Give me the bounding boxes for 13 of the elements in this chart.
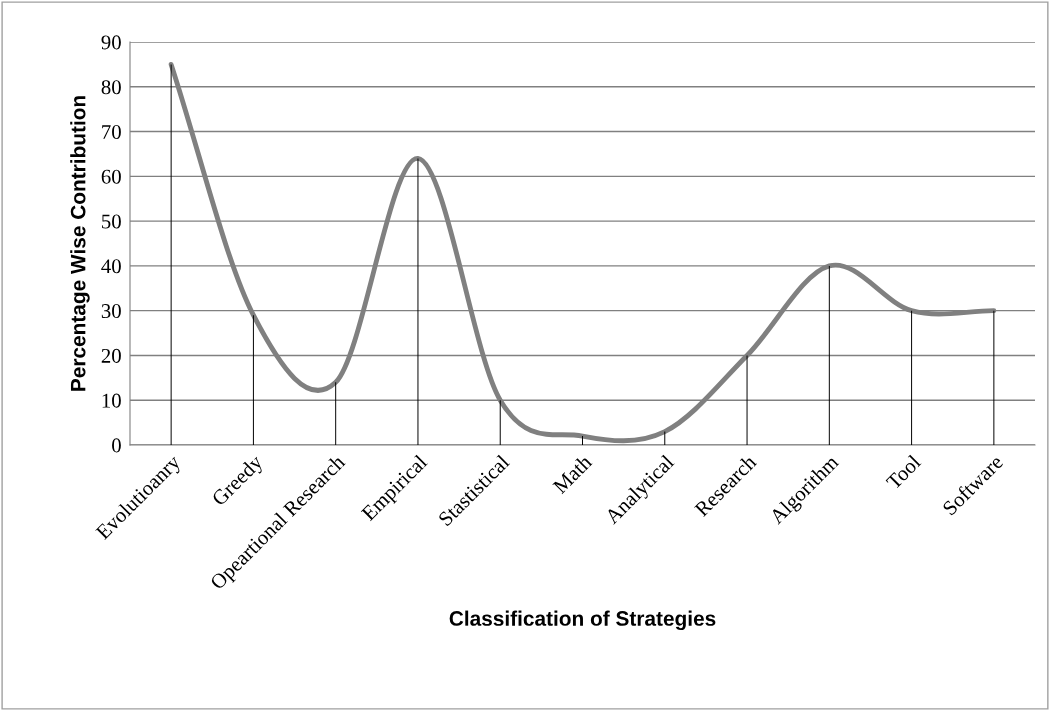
y-tick-label: 30 xyxy=(101,304,121,319)
y-axis-title: Percentage Wise Contribution xyxy=(70,96,90,391)
x-tick-label: Tool xyxy=(885,453,922,491)
y-tick-label: 80 xyxy=(101,80,121,95)
y-tick-label: 60 xyxy=(101,169,121,184)
y-tick-label: 50 xyxy=(102,214,121,229)
y-tick-label: 40 xyxy=(101,259,121,274)
y-tick-label: 0 xyxy=(112,438,121,453)
y-tick-label: 90 xyxy=(101,35,121,50)
x-axis-title: Classification of Strategies xyxy=(449,610,716,631)
y-tick-label: 70 xyxy=(102,124,121,139)
y-tick-label: 20 xyxy=(101,348,121,363)
y-tick-label: 10 xyxy=(102,393,121,408)
